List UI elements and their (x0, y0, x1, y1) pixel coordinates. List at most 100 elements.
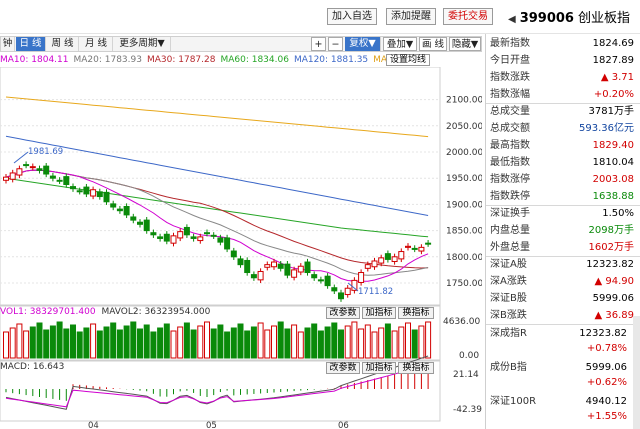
candle-body (358, 272, 365, 283)
kline-chart[interactable]: 2100.00 2050.00 2000.00 1950.00 1900.00 1850.… (0, 66, 483, 429)
volume-bar (317, 330, 324, 359)
volume-add-indicator-button[interactable]: 加指标 (362, 307, 396, 319)
quote-value: +0.20% (593, 89, 634, 100)
panel-scrollbar[interactable] (633, 316, 640, 429)
quote-row: 指数跌停 1638.88 (486, 189, 640, 205)
quote-label: 指数涨跌 (490, 72, 530, 83)
tab-weekly[interactable]: 周 线 (47, 37, 79, 51)
index-label: 深证100R (490, 396, 537, 407)
candle-body (137, 221, 143, 225)
volume-bar (358, 328, 365, 359)
candle-body (170, 235, 177, 244)
volume-axis-bottom: 0.00 (459, 351, 479, 361)
candle-body (157, 236, 164, 239)
vol-value: VOL1: 38329701.400 (0, 307, 96, 317)
volume-bar (83, 327, 90, 359)
index-row[interactable]: 深成指R 12323.82 (486, 326, 640, 342)
volume-bar (351, 321, 358, 359)
draw-line-button[interactable]: 画 线 (419, 37, 447, 51)
ma20-label: MA20: 1783.93 (73, 55, 142, 65)
candle-body (90, 189, 97, 197)
quote-value: 1827.89 (592, 55, 634, 66)
volume-bar (371, 331, 378, 359)
macd-edit-params-button[interactable]: 改参数 (326, 362, 360, 374)
volume-bar (116, 329, 123, 359)
index-change-row: +1.55% (486, 409, 640, 425)
volume-bar (331, 322, 338, 359)
volume-axis-top: 4636.00 (443, 317, 480, 327)
candle-body (116, 208, 123, 212)
macd-axis-top: 21.14 (453, 370, 479, 380)
quote-value: 3781万手 (588, 106, 634, 117)
volume-bar (237, 323, 244, 359)
overlay-dropdown[interactable]: 叠加▼ (383, 37, 417, 51)
quote-value: 1638.88 (592, 191, 634, 202)
quote-row: 总成交额 593.36亿元 (486, 121, 640, 137)
quote-label: 最低指数 (490, 157, 530, 168)
high-pointer (13, 151, 29, 164)
zoom-out-button[interactable]: − (328, 37, 343, 51)
zoom-in-button[interactable]: + (311, 37, 326, 51)
quote-label: 深A涨跌 (490, 276, 527, 287)
candle-body (378, 257, 385, 264)
quote-label: 今日开盘 (490, 55, 530, 66)
macd-add-indicator-button[interactable]: 加指标 (362, 362, 396, 374)
ma-settings-button[interactable]: 设置均线 (386, 54, 431, 66)
volume-edit-params-button[interactable]: 改参数 (326, 307, 360, 319)
volume-bar (411, 329, 418, 359)
month-label: 05 (206, 421, 217, 429)
ma120-label: MA120: 1881.35 (293, 55, 369, 65)
volume-bar (384, 323, 391, 359)
ma60-line (5, 177, 429, 238)
volume-bar (150, 331, 157, 359)
quote-row: 深证B股 5999.06 (486, 291, 640, 307)
quote-value: 1824.69 (592, 38, 634, 49)
quote-label: 内盘总量 (490, 225, 530, 236)
macd-switch-indicator-button[interactable]: 换指标 (398, 362, 434, 374)
volume-switch-indicator-button[interactable]: 换指标 (398, 307, 434, 319)
volume-bar (23, 330, 30, 359)
candle-body (123, 205, 130, 216)
volume-bar (250, 326, 257, 359)
macd-dea-line (5, 364, 429, 408)
candle-body (418, 246, 425, 252)
candlesticks (3, 161, 432, 302)
candle-body (43, 165, 50, 175)
candle-body (177, 231, 184, 239)
adjust-rights-dropdown[interactable]: 复权▼ (345, 37, 381, 51)
quote-row: 深B涨跌 ▲ 36.89 (486, 308, 640, 324)
quote-label: 外盘总量 (490, 242, 530, 253)
volume-bar (217, 324, 224, 359)
quote-row: 指数涨幅 +0.20% (486, 87, 640, 103)
index-change: +0.62% (586, 377, 627, 388)
ma250-line (5, 96, 429, 138)
index-row[interactable]: 成份B指 5999.06 (486, 360, 640, 376)
add-alert-button[interactable]: 添加提醒 (386, 8, 436, 25)
quote-row: 最新指数 1824.69 (486, 36, 640, 52)
trade-order-button[interactable]: 委托交易 (443, 8, 493, 25)
macd-legend: MACD: 16.643 (0, 362, 64, 372)
volume-bar (311, 323, 318, 359)
month-label: 06 (338, 421, 349, 429)
volume-bar (137, 328, 143, 359)
price-axis: 2100.00 2050.00 2000.00 1950.00 1900.00 1850.… (446, 96, 483, 289)
candle-body (197, 236, 204, 242)
hide-dropdown[interactable]: 隐藏▼ (449, 37, 481, 51)
volume-bar (76, 331, 83, 359)
candle-body (244, 259, 251, 274)
index-row[interactable]: 深证100R 4940.12 (486, 394, 640, 410)
tab-minute[interactable]: 钟 (1, 37, 15, 51)
candle-body (425, 242, 432, 245)
index-change-row: +0.62% (486, 375, 640, 391)
tab-daily[interactable]: 日 线 (16, 37, 46, 51)
ma250-label: MA2 (373, 55, 393, 65)
candle-body (257, 270, 264, 281)
top-bar: 加入自选 添加提醒 委托交易 ◀ 399006 创业板指 (0, 0, 640, 34)
volume-bar (405, 322, 411, 359)
add-to-watchlist-button[interactable]: 加入自选 (327, 8, 377, 25)
quote-value: 1810.04 (592, 157, 634, 168)
more-periods-dropdown[interactable]: 更多周期▼ (114, 37, 171, 51)
tab-monthly[interactable]: 月 线 (80, 37, 113, 51)
candle-body (284, 263, 291, 276)
previous-stock-icon[interactable]: ◀ (508, 14, 516, 25)
